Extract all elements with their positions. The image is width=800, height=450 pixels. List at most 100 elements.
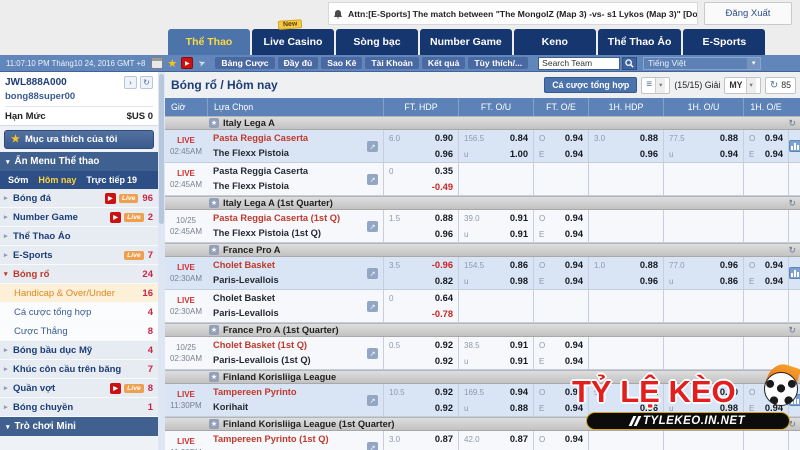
odds-value[interactable]: 0.92 xyxy=(434,387,453,397)
odds-value[interactable]: 0.98 xyxy=(509,276,528,286)
toolbar-button[interactable]: Tùy thích/... xyxy=(468,57,529,69)
odds-cell-h1-ou[interactable] xyxy=(663,290,743,322)
odds-value[interactable]: 0.91 xyxy=(509,229,528,239)
toolbar-button[interactable]: Tài Khoản xyxy=(365,57,419,69)
odds-cell-ft-ou[interactable]: 42.00.87u0.92 xyxy=(458,431,533,450)
refresh-icon[interactable]: ↻ xyxy=(788,324,796,335)
tab-keno[interactable]: Keno xyxy=(513,29,596,55)
odds-cell-h1-oe[interactable]: O 0.94 E 0.94 xyxy=(743,384,788,416)
account-refresh-button[interactable]: ↻ xyxy=(140,76,153,89)
odds-value[interactable]: 0.82 xyxy=(434,276,453,286)
odds-value[interactable]: 0.98 xyxy=(719,403,738,413)
sidebar-item[interactable]: ▾ Bóng rổ 24 xyxy=(0,265,158,284)
sidebar-item[interactable]: ▸ Quần vợt ▶ Live 8 xyxy=(0,379,158,398)
odds-cell-ft-ou[interactable]: 154.5 0.86 u 0.98 xyxy=(458,257,533,289)
sort-control[interactable]: ≡ ▾ xyxy=(641,76,671,94)
search-input[interactable] xyxy=(538,56,621,70)
league-header[interactable]: ★ Italy Lega A ↻ xyxy=(165,116,800,130)
odds-value[interactable]: -0.96 xyxy=(431,260,453,270)
my-favorites-button[interactable]: ★ Mục ưa thích của tôi xyxy=(4,130,154,149)
stats-chart-icon[interactable] xyxy=(788,140,800,152)
home-team[interactable]: Pasta Reggia Caserta (1st Q) xyxy=(213,213,341,223)
odds-value[interactable]: 0.64 xyxy=(434,293,453,303)
odds-value[interactable]: 0.86 xyxy=(509,260,528,270)
odds-value[interactable]: 0.87 xyxy=(509,434,528,444)
odds-value[interactable]: 0.88 xyxy=(719,133,738,143)
away-team[interactable]: Paris-Levallois xyxy=(213,308,279,318)
refresh-icon[interactable]: ↻ xyxy=(788,418,796,429)
tab-thể-thao[interactable]: Thể Thao xyxy=(168,29,250,55)
odds-value[interactable]: 0.96 xyxy=(639,149,658,159)
odds-cell-ft-hdp[interactable]: 3.00.870.92 xyxy=(383,431,458,450)
odds-cell-ft-oe[interactable] xyxy=(533,290,588,322)
language-select[interactable]: Tiếng Việt ▾ xyxy=(643,56,762,70)
league-header[interactable]: ★ Italy Lega A (1st Quarter) ↻ xyxy=(165,196,800,210)
odds-value[interactable]: 0.94 xyxy=(764,149,783,159)
sports-menu-header[interactable]: ▾ Ẩn Menu Thể thao xyxy=(0,152,158,171)
odds-value[interactable]: 0.94 xyxy=(564,387,583,397)
odds-value[interactable]: 0.94 xyxy=(564,149,583,159)
league-header[interactable]: ★ Finland Korisliiga League (1st Quarter)… xyxy=(165,417,800,431)
league-header[interactable]: ★ France Pro A ↻ xyxy=(165,243,800,257)
odds-cell-h1-ou[interactable]: 77.5 0.88 u 0.94 xyxy=(663,130,743,162)
odds-value[interactable]: 0.96 xyxy=(434,149,453,159)
refresh-icon[interactable]: ↻ xyxy=(788,244,796,255)
odds-cell-h1-hdp[interactable]: 1.0 0.88 0.96 xyxy=(588,257,663,289)
period-tab[interactable]: Hôm nay xyxy=(38,175,77,185)
odds-cell-ft-hdp[interactable]: 0.5 0.92 0.92 xyxy=(383,337,458,369)
bet-type-button[interactable]: Cá cược tổng hợp xyxy=(544,77,638,93)
open-popup-icon[interactable]: ↗ xyxy=(367,301,378,312)
open-popup-icon[interactable]: ↗ xyxy=(367,174,378,185)
favorite-star-icon[interactable]: ★ xyxy=(209,372,219,382)
odds-value[interactable]: -0.49 xyxy=(431,182,453,192)
tab-e-sports[interactable]: E-Sports xyxy=(683,29,766,55)
odds-value[interactable]: 0.87 xyxy=(434,434,453,444)
odds-value[interactable]: 0.94 xyxy=(564,229,583,239)
mini-games-header[interactable]: ▾ Trò chơi Mini xyxy=(0,417,158,436)
away-team[interactable]: Paris-Levallois xyxy=(213,275,279,285)
stats-chart-icon[interactable] xyxy=(788,267,800,279)
odds-value[interactable]: 0.96 xyxy=(639,403,658,413)
odds-value[interactable]: 0.84 xyxy=(509,133,528,143)
odds-cell-h1-ou[interactable] xyxy=(663,163,743,195)
odds-value[interactable]: 0.94 xyxy=(564,434,583,444)
odds-value[interactable]: 0.91 xyxy=(509,340,528,350)
odds-cell-h1-hdp[interactable] xyxy=(588,431,663,450)
home-team[interactable]: Tampereen Pyrinto xyxy=(213,387,297,397)
odds-cell-ft-ou[interactable]: 169.5 0.94 u 0.88 xyxy=(458,384,533,416)
odds-cell-h1-hdp[interactable] xyxy=(588,290,663,322)
account-expand-button[interactable]: › xyxy=(124,76,137,89)
odds-cell-h1-oe[interactable] xyxy=(743,290,788,322)
odds-cell-ft-hdp[interactable]: 6.0 0.90 0.96 xyxy=(383,130,458,162)
odds-value[interactable]: 0.94 xyxy=(564,260,583,270)
refresh-icon[interactable]: ↻ xyxy=(788,371,796,382)
favorite-star-icon[interactable]: ★ xyxy=(209,118,219,128)
odds-cell-h1-oe[interactable] xyxy=(743,431,788,450)
odds-cell-h1-ou[interactable] xyxy=(663,210,743,242)
sidebar-item[interactable]: ▸ Khúc côn cầu trên băng 7 xyxy=(0,360,158,379)
odds-cell-ft-hdp[interactable]: 0 0.35 -0.49 xyxy=(383,163,458,195)
toolbar-button[interactable]: Đầy đủ xyxy=(277,57,319,69)
odds-cell-h1-ou[interactable]: 0.90 u 0.98 xyxy=(663,384,743,416)
league-header[interactable]: ★ Finland Korisliiga League ↻ xyxy=(165,370,800,384)
refresh-control[interactable]: ↻ 85 xyxy=(764,76,796,94)
odds-cell-ft-oe[interactable] xyxy=(533,163,588,195)
odds-value[interactable]: 0.96 xyxy=(719,260,738,270)
odds-cell-h1-hdp[interactable] xyxy=(588,337,663,369)
odds-value[interactable]: 0.92 xyxy=(434,356,453,366)
open-popup-icon[interactable]: ↗ xyxy=(367,348,378,359)
toolbar-button[interactable]: Kết quả xyxy=(421,57,466,69)
odds-value[interactable]: 0.35 xyxy=(434,166,453,176)
odds-value[interactable]: 0.91 xyxy=(509,213,528,223)
odds-value[interactable]: 0.92 xyxy=(434,403,453,413)
odds-value[interactable]: 0.96 xyxy=(434,229,453,239)
refresh-icon[interactable]: ↻ xyxy=(788,117,796,128)
odds-cell-h1-oe[interactable] xyxy=(743,337,788,369)
odds-value[interactable]: 1.00 xyxy=(509,149,528,159)
favorite-star-icon[interactable]: ★ xyxy=(209,245,219,255)
home-team[interactable]: Cholet Basket (1st Q) xyxy=(213,340,308,350)
home-team[interactable]: Cholet Basket xyxy=(213,293,275,303)
odds-cell-ft-ou[interactable] xyxy=(458,163,533,195)
